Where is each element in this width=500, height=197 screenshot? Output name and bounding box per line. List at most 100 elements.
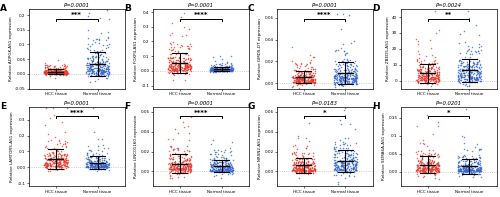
Point xyxy=(98,69,106,72)
Point xyxy=(413,152,421,156)
Point xyxy=(182,165,190,168)
Point xyxy=(460,153,468,156)
Point xyxy=(422,168,430,172)
Point xyxy=(102,152,110,155)
Point xyxy=(176,59,184,62)
Point xyxy=(208,65,216,68)
Point xyxy=(98,165,106,169)
Point xyxy=(91,167,99,170)
Point xyxy=(42,166,50,169)
Point xyxy=(306,167,314,170)
Point xyxy=(183,65,191,68)
Point xyxy=(430,72,438,75)
Point xyxy=(468,76,475,79)
Point xyxy=(306,170,314,173)
Point xyxy=(292,78,300,81)
Point xyxy=(290,169,298,173)
Point xyxy=(166,56,174,59)
Point xyxy=(338,156,346,159)
Point xyxy=(40,70,48,73)
Point xyxy=(336,168,344,171)
Point xyxy=(178,166,186,170)
Point xyxy=(332,80,340,83)
Point xyxy=(477,45,485,48)
Point xyxy=(84,47,92,51)
Point xyxy=(185,132,193,135)
Point xyxy=(210,161,218,164)
Point xyxy=(348,67,356,70)
Point xyxy=(100,164,108,167)
Point xyxy=(216,63,224,66)
Point xyxy=(342,61,350,64)
Point xyxy=(62,145,70,148)
Point xyxy=(96,69,104,72)
Point xyxy=(180,157,188,160)
Point xyxy=(475,51,483,54)
Point xyxy=(460,78,468,81)
Point xyxy=(51,72,59,75)
Point xyxy=(428,165,436,169)
Point xyxy=(93,50,101,53)
Point xyxy=(430,174,438,177)
Point xyxy=(476,48,484,51)
Point xyxy=(420,78,428,81)
Point xyxy=(226,169,234,172)
Point xyxy=(294,81,302,84)
Point xyxy=(44,155,52,158)
Point xyxy=(457,163,465,166)
Point xyxy=(434,125,442,128)
Point xyxy=(188,64,196,68)
Point xyxy=(56,72,64,75)
Point xyxy=(432,66,440,69)
Point xyxy=(90,163,98,166)
Point xyxy=(348,76,356,80)
Point xyxy=(188,165,196,169)
Point xyxy=(434,167,442,170)
Point xyxy=(82,71,90,74)
Point xyxy=(460,71,468,74)
Point xyxy=(334,49,342,52)
Point xyxy=(466,72,474,75)
Point xyxy=(48,165,56,168)
Point xyxy=(348,162,356,165)
Point xyxy=(464,68,472,71)
Y-axis label: Relative ADPGK-AS1 expression: Relative ADPGK-AS1 expression xyxy=(9,17,13,81)
Point xyxy=(63,72,71,75)
Point xyxy=(425,166,433,170)
Point xyxy=(214,69,222,72)
Point xyxy=(170,160,178,163)
Point xyxy=(422,169,430,172)
Point xyxy=(187,164,195,167)
Point xyxy=(342,51,349,54)
Point xyxy=(454,157,462,160)
Point xyxy=(222,60,230,64)
Point xyxy=(208,166,216,169)
Point xyxy=(45,158,53,162)
Point xyxy=(220,156,228,159)
Point xyxy=(298,166,306,169)
Point xyxy=(42,72,50,75)
Point xyxy=(206,167,214,170)
Text: ****: **** xyxy=(194,110,208,116)
Point xyxy=(44,69,52,72)
Point xyxy=(42,65,50,68)
Point xyxy=(104,36,112,39)
Point xyxy=(353,152,361,155)
Point xyxy=(183,158,191,161)
Point xyxy=(212,70,220,73)
Point xyxy=(89,38,97,41)
Point xyxy=(331,74,339,77)
Point xyxy=(92,61,100,64)
Point xyxy=(41,157,49,160)
Point xyxy=(42,70,50,73)
Point xyxy=(170,61,177,64)
Point xyxy=(186,67,194,70)
Point xyxy=(423,77,431,80)
Point xyxy=(213,166,221,169)
Point xyxy=(330,155,338,158)
Point xyxy=(352,160,360,163)
Point xyxy=(210,70,218,73)
Point xyxy=(295,79,303,82)
Point xyxy=(306,168,314,171)
Point xyxy=(61,160,69,164)
